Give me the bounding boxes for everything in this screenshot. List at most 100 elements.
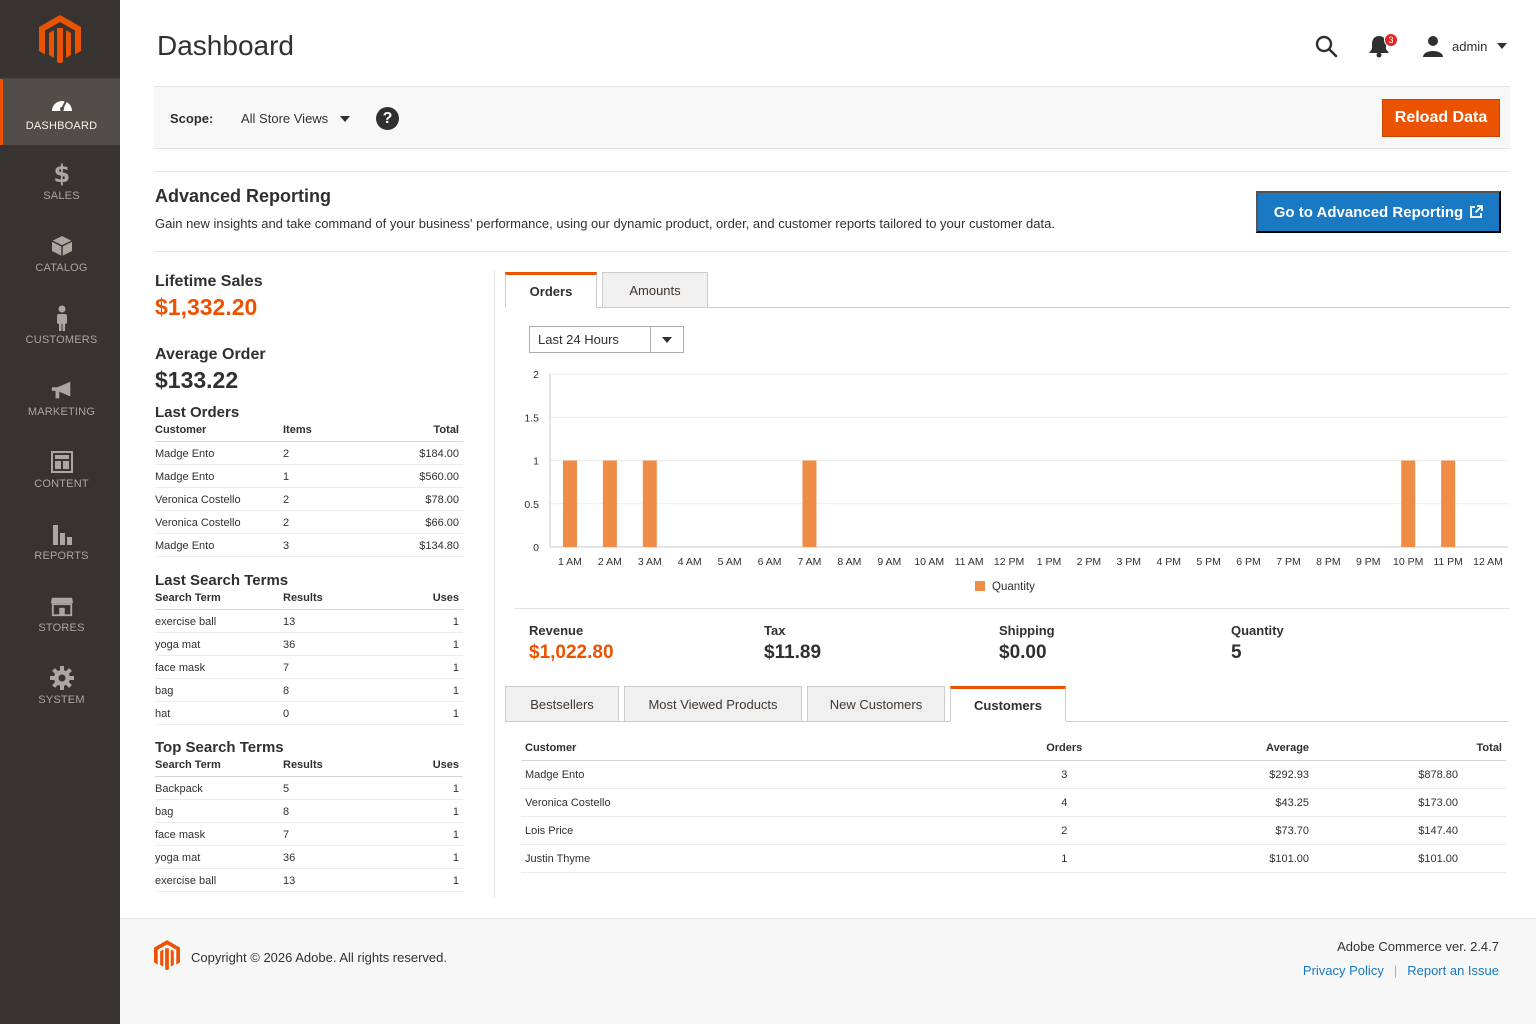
table-row[interactable]: Madge Ento 2 $184.00 bbox=[155, 441, 463, 465]
table-row[interactable]: Madge Ento 1 $560.00 bbox=[155, 464, 463, 488]
privacy-policy-link[interactable]: Privacy Policy bbox=[1302, 963, 1384, 978]
table-cell: $147.40 bbox=[1313, 816, 1506, 845]
sidebar-item-catalog[interactable]: CATALOG bbox=[0, 219, 120, 289]
table-row[interactable]: yoga mat 36 1 bbox=[155, 845, 463, 869]
table-row[interactable]: hat 0 1 bbox=[155, 701, 463, 725]
period-select[interactable]: Last 24 Hours bbox=[529, 326, 684, 353]
table-row[interactable]: Madge Ento 3 $292.93 $878.80 bbox=[521, 760, 1506, 789]
table-cell: Madge Ento bbox=[155, 464, 283, 488]
table-row[interactable]: Justin Thyme 1 $101.00 $101.00 bbox=[521, 844, 1506, 873]
sidebar-item-sales[interactable]: $ SALES bbox=[0, 147, 120, 217]
chevron-down-icon bbox=[340, 115, 351, 122]
bar-2-am bbox=[602, 460, 617, 547]
chart-tabs-baseline bbox=[505, 307, 1510, 308]
table-cell: 1 bbox=[393, 868, 463, 892]
magento-logo-icon[interactable] bbox=[0, 0, 120, 79]
table-row[interactable]: Backpack 5 1 bbox=[155, 776, 463, 800]
table-cell: 1 bbox=[393, 632, 463, 656]
tab-customers[interactable]: Customers bbox=[950, 686, 1066, 722]
column-header[interactable]: Orders bbox=[998, 738, 1131, 761]
table-row[interactable]: Madge Ento 3 $134.80 bbox=[155, 533, 463, 557]
table-row[interactable]: face mask 7 1 bbox=[155, 655, 463, 679]
table-row[interactable]: Veronica Costello 4 $43.25 $173.00 bbox=[521, 788, 1506, 817]
go-to-advanced-reporting-button[interactable]: Go to Advanced Reporting bbox=[1256, 191, 1501, 233]
footer-separator: | bbox=[1393, 963, 1398, 978]
top-search-terms-block: Top Search Terms Search Term Results Uses B… bbox=[155, 739, 463, 892]
scope-label: Scope: bbox=[170, 111, 214, 126]
table-cell: 1 bbox=[283, 464, 393, 488]
total-revenue: Revenue $1,022.80 bbox=[529, 623, 614, 664]
sidebar-item-customers[interactable]: CUSTOMERS bbox=[0, 291, 120, 361]
table-row[interactable]: Lois Price 2 $73.70 $147.40 bbox=[521, 816, 1506, 845]
total-value: 5 bbox=[1231, 642, 1242, 663]
table-cell: 0 bbox=[283, 701, 393, 725]
x-tick-label: 5 PM bbox=[1196, 556, 1221, 568]
x-tick-label: 11 PM bbox=[1433, 556, 1463, 568]
table-cell: 1 bbox=[393, 678, 463, 702]
tab-new-customers[interactable]: New Customers bbox=[807, 686, 945, 722]
tab-most-viewed-products[interactable]: Most Viewed Products bbox=[624, 686, 802, 722]
table-cell: 3 bbox=[283, 533, 393, 557]
sidebar-item-dashboard[interactable]: DASHBOARD bbox=[0, 79, 120, 145]
report-issue-link[interactable]: Report an Issue bbox=[1407, 963, 1499, 978]
last-search-terms-table: Search Term Results Uses exercise ball 13 1 yo… bbox=[155, 589, 463, 725]
table-row[interactable]: face mask 7 1 bbox=[155, 822, 463, 846]
search-icon[interactable] bbox=[1314, 34, 1338, 63]
table-cell: 2 bbox=[283, 487, 393, 511]
table-cell: 8 bbox=[283, 678, 393, 702]
average-order-value: $133.22 bbox=[155, 367, 239, 393]
lifetime-sales-value: $1,332.20 bbox=[155, 294, 258, 320]
top-search-terms-table: Search Term Results Uses Backpack 5 1 bag 8 1 fac… bbox=[155, 756, 463, 892]
grid-tabs: Bestsellers Most Viewed Products New Custo… bbox=[505, 686, 1071, 722]
table-cell: bag bbox=[155, 799, 283, 823]
x-tick-label: 8 AM bbox=[837, 556, 861, 568]
table-cell: exercise ball bbox=[155, 868, 283, 892]
page-title: Dashboard bbox=[157, 30, 294, 61]
sidebar-item-system[interactable]: SYSTEM bbox=[0, 651, 120, 721]
table-cell: hat bbox=[155, 701, 283, 725]
user-menu[interactable]: admin bbox=[1422, 35, 1508, 57]
orders-chart: 0 0.5 1 1.5 2 1 AM 2 AM 3 AM 4 AM 5 AM 6 AM 7 AM 8 A… bbox=[524, 369, 1508, 593]
svg-text:$: $ bbox=[53, 162, 70, 186]
table-cell: 1 bbox=[393, 701, 463, 725]
table-cell: $66.00 bbox=[393, 510, 463, 534]
table-row[interactable]: Veronica Costello 2 $66.00 bbox=[155, 510, 463, 534]
column-header: Search Term bbox=[155, 589, 283, 610]
column-header[interactable]: Total bbox=[1313, 738, 1506, 761]
x-tick-label: 10 AM bbox=[914, 556, 944, 568]
table-cell: Veronica Costello bbox=[155, 487, 283, 511]
table-cell: 1 bbox=[393, 655, 463, 679]
store-view-switcher[interactable]: All Store Views bbox=[241, 111, 351, 126]
tab-bestsellers[interactable]: Bestsellers bbox=[505, 686, 619, 722]
tab-amounts[interactable]: Amounts bbox=[602, 272, 708, 308]
table-row[interactable]: bag 8 1 bbox=[155, 678, 463, 702]
sidebar-item-reports[interactable]: REPORTS bbox=[0, 507, 120, 577]
advanced-reporting-section: Advanced Reporting Gain new insights and… bbox=[154, 171, 1510, 252]
sidebar-item-marketing[interactable]: MARKETING bbox=[0, 363, 120, 433]
column-header: Results bbox=[283, 756, 393, 777]
admin-sidebar: DASHBOARD $ SALES CATALOG CUSTOMERS MARKETING… bbox=[0, 0, 120, 1024]
table-cell: 36 bbox=[283, 632, 393, 656]
column-header[interactable]: Average bbox=[1130, 738, 1314, 761]
table-row[interactable]: exercise ball 13 1 bbox=[155, 609, 463, 633]
x-tick-label: 3 AM bbox=[638, 556, 662, 568]
table-row[interactable]: exercise ball 13 1 bbox=[155, 868, 463, 892]
sidebar-item-stores[interactable]: STORES bbox=[0, 579, 120, 649]
reload-data-button[interactable]: Reload Data bbox=[1382, 99, 1500, 137]
last-orders-table: Customer Items Total Madge Ento 2 $184.00 Madg… bbox=[155, 421, 463, 557]
sidebar-item-label: REPORTS bbox=[34, 550, 89, 562]
column-header[interactable]: Customer bbox=[521, 738, 999, 761]
sidebar-item-content[interactable]: CONTENT bbox=[0, 435, 120, 505]
go-to-advanced-reporting-label: Go to Advanced Reporting bbox=[1273, 203, 1464, 221]
table-row[interactable]: Veronica Costello 2 $78.00 bbox=[155, 487, 463, 511]
user-name: admin bbox=[1452, 38, 1488, 54]
x-tick-label: 12 AM bbox=[1473, 556, 1503, 568]
table-cell: yoga mat bbox=[155, 845, 283, 869]
table-cell: 2 bbox=[998, 816, 1131, 845]
table-row[interactable]: yoga mat 36 1 bbox=[155, 632, 463, 656]
table-row[interactable]: bag 8 1 bbox=[155, 799, 463, 823]
tab-orders[interactable]: Orders bbox=[505, 272, 597, 308]
help-icon[interactable]: ? bbox=[376, 107, 399, 130]
version-text: Adobe Commerce ver. 2.4.7 bbox=[1337, 939, 1499, 954]
table-header-row: Customer Orders Average Total bbox=[521, 738, 1506, 761]
